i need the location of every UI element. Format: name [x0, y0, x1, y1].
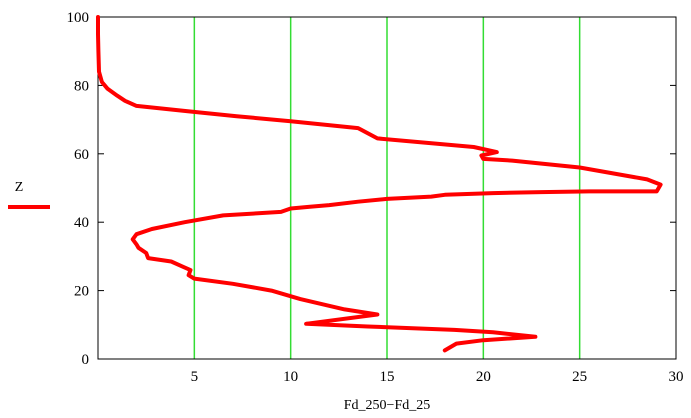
- x-tick-label: 20: [476, 369, 491, 385]
- y-tick-label: 0: [82, 352, 90, 368]
- x-axis-title: Fd_250−Fd_25: [344, 398, 430, 413]
- x-gridlines: [193, 17, 677, 359]
- y-tick-label: 100: [67, 10, 90, 26]
- x-tick-label: 30: [669, 369, 684, 385]
- series-group: [96, 15, 663, 353]
- x-tick-label: 5: [191, 369, 199, 385]
- x-tick-labels: 5 10 15 20 25 30: [191, 369, 684, 385]
- y-tick-label: 40: [74, 215, 89, 231]
- x-tick-label: 25: [572, 369, 587, 385]
- plot-frame: [97, 16, 677, 360]
- x-tick-label: 10: [283, 369, 298, 385]
- y-tick-label: 80: [74, 78, 89, 94]
- series-line-z: [96, 15, 663, 353]
- legend: Z: [8, 180, 50, 209]
- x-tick-label: 15: [380, 369, 395, 385]
- y-tick-label: 20: [74, 284, 89, 300]
- y-tick-label: 60: [74, 147, 89, 163]
- legend-label-z: Z: [15, 180, 24, 195]
- y-tick-labels: 0 20 40 60 80 100: [67, 10, 90, 368]
